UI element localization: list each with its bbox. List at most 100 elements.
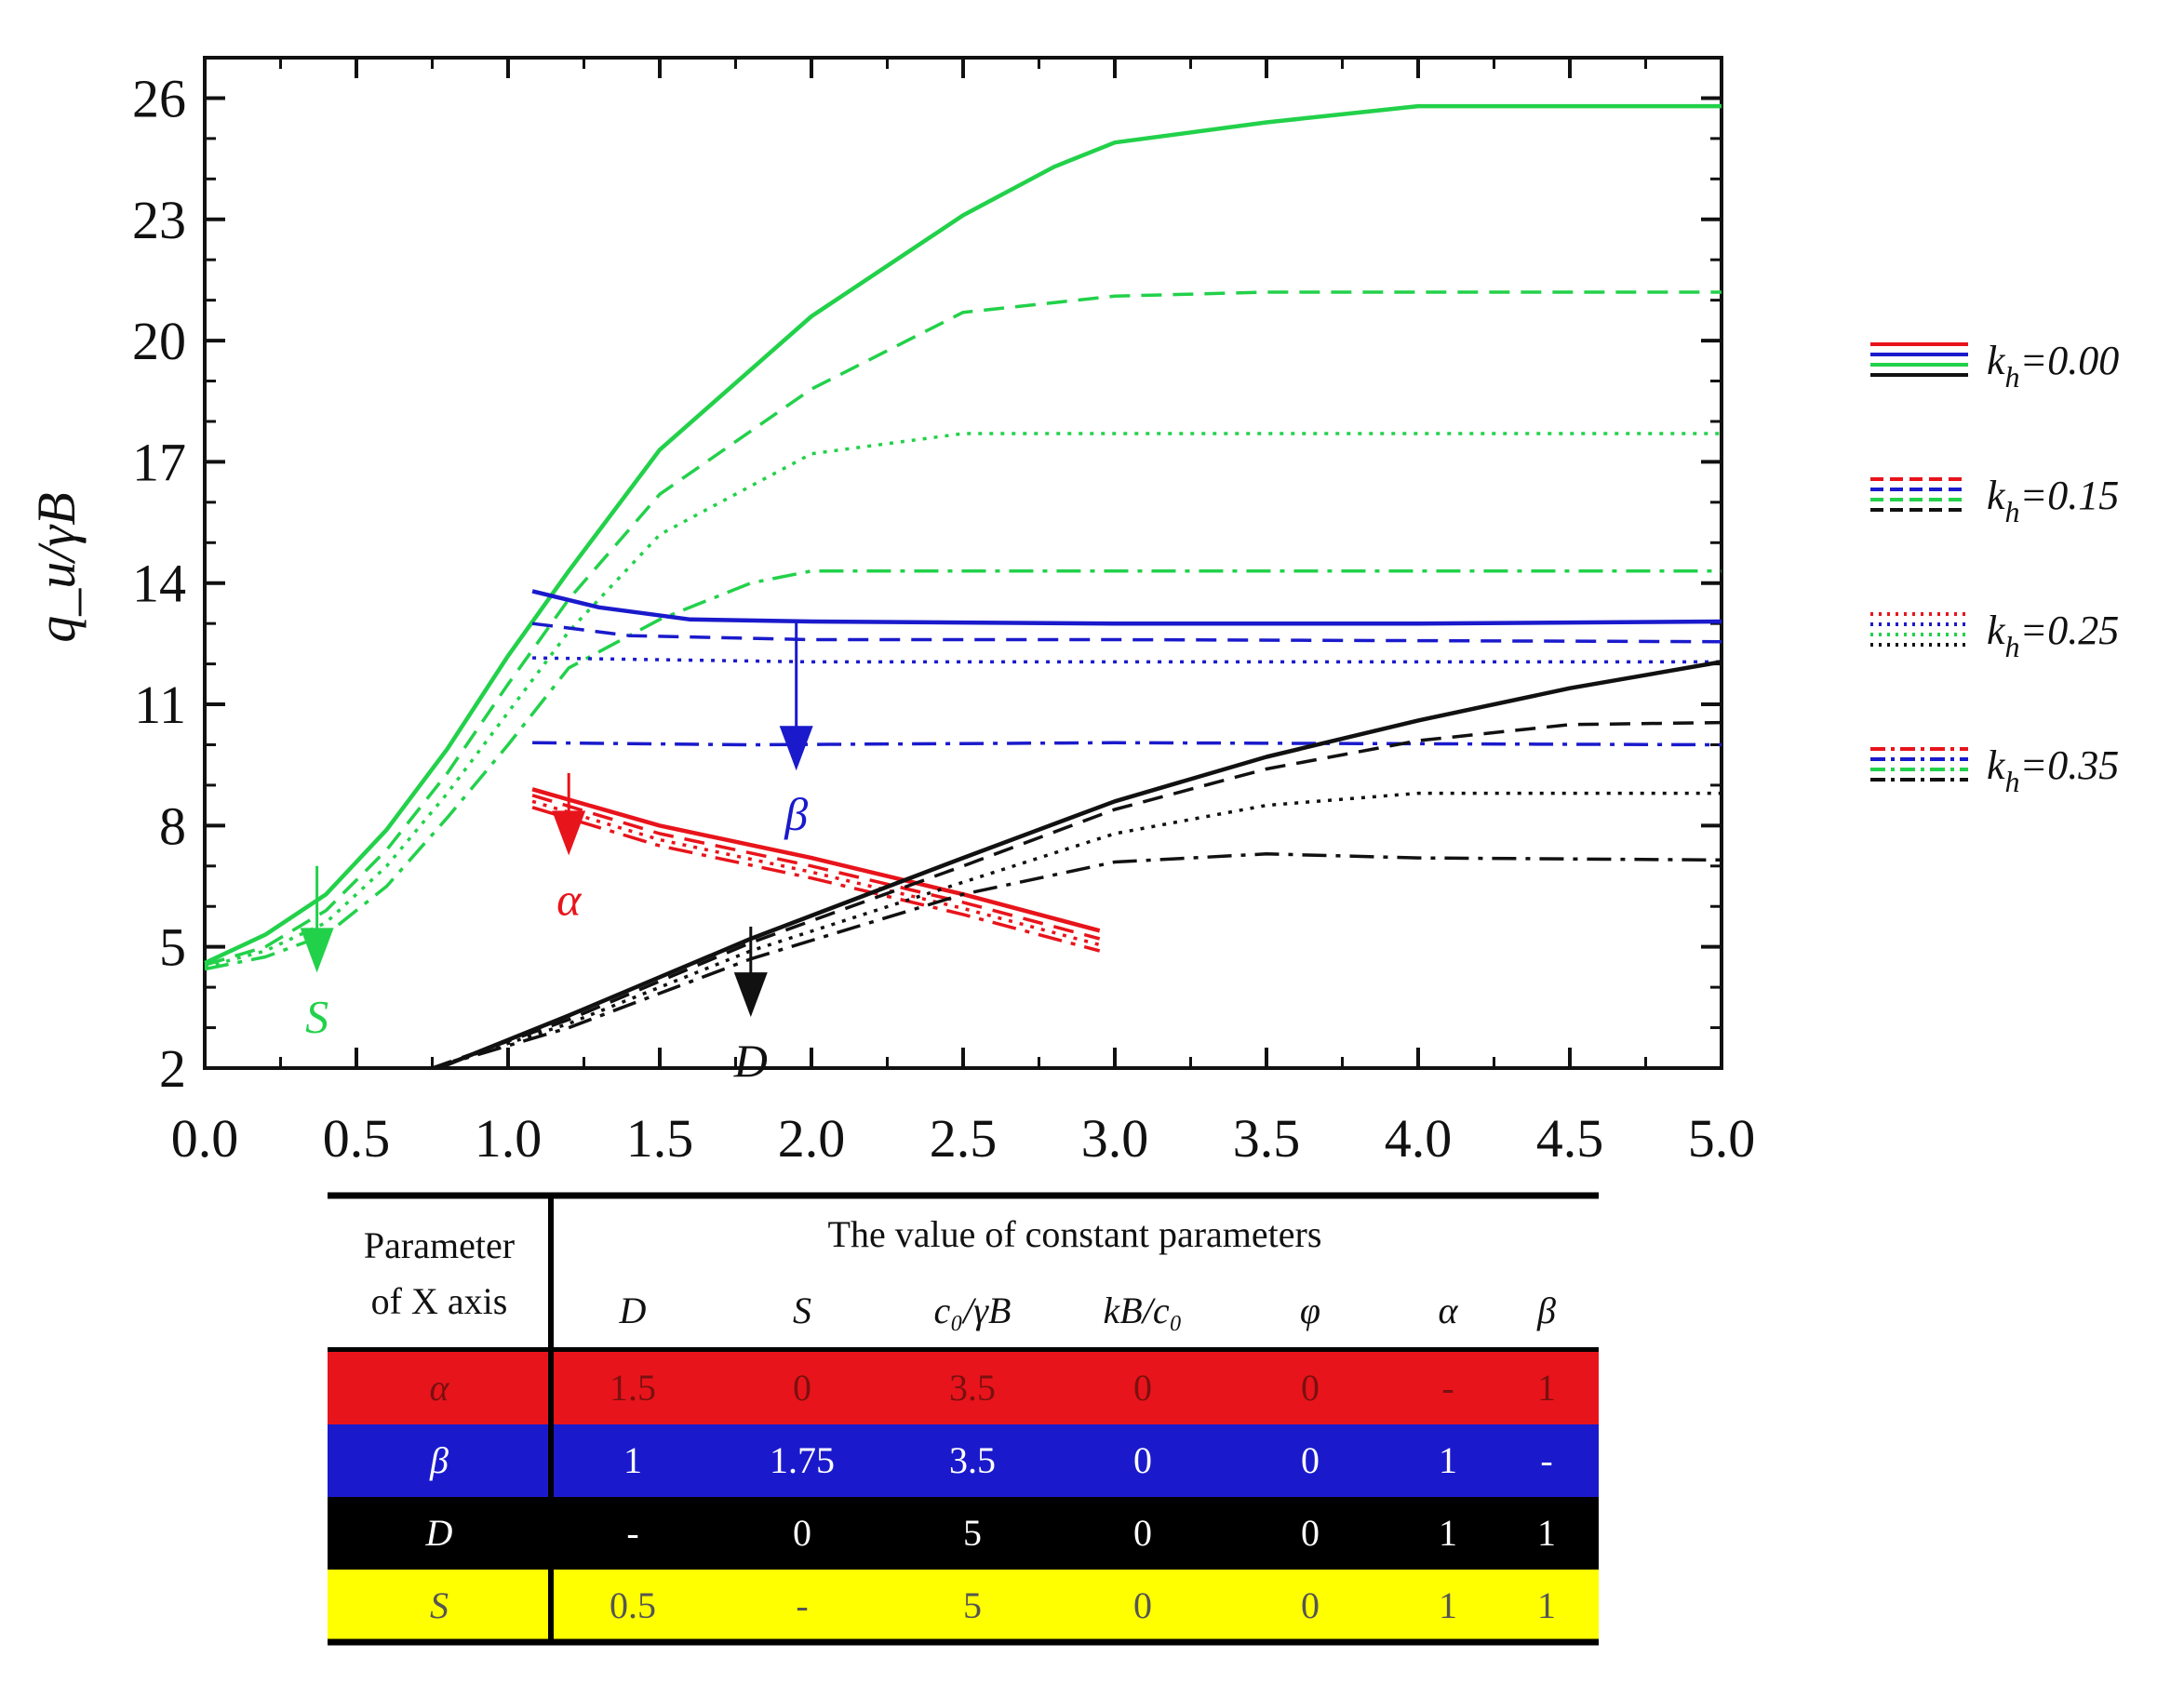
table-cell: 0.5 — [610, 1584, 656, 1626]
table-cell: 1 — [1537, 1512, 1556, 1554]
plot-frame: 0.0 0.5 1.0 1.5 2.0 2.5 3.0 3.5 4.0 4.5 5.0 2 5 8 11 14… — [132, 56, 1756, 1169]
series-layer — [204, 103, 1722, 1071]
x-tick-label: 2.5 — [930, 1108, 998, 1169]
table-cell: 0 — [793, 1367, 811, 1409]
table-cell: 1 — [1439, 1512, 1457, 1554]
legend-entry: kh=0.35 — [1987, 742, 2119, 798]
table-cell: 0 — [793, 1512, 811, 1554]
y-tick-label: 14 — [132, 554, 186, 614]
series-line-red-dotted — [531, 799, 1101, 947]
axis-labels: q_u/γB — [26, 492, 87, 642]
table-row-bg — [328, 1570, 1599, 1642]
series-line-red-dashdot — [531, 806, 1101, 953]
table-cell: 5 — [963, 1512, 982, 1554]
series-line-black-solid — [437, 660, 1722, 1071]
y-tick-label: 2 — [159, 1038, 186, 1099]
column-header: β — [1536, 1290, 1556, 1331]
y-tick-label: 23 — [132, 190, 186, 250]
series-line-green-dotted — [204, 432, 1722, 969]
table-cell: 1 — [623, 1439, 642, 1481]
table-cell: 1 — [1439, 1439, 1457, 1481]
x-tick-label: 1.5 — [626, 1108, 694, 1169]
table-cell: 0 — [1133, 1367, 1152, 1409]
y-tick-label: 17 — [132, 432, 186, 492]
param-header-line1: Parameter — [364, 1224, 515, 1266]
y-tick-label: 20 — [132, 311, 186, 371]
y-axis-title: q_u/γB — [26, 492, 87, 642]
row-param: α — [430, 1367, 450, 1409]
series-line-blue-dotted — [532, 656, 1722, 664]
table-cell: - — [626, 1512, 638, 1554]
x-tick-label: 3.5 — [1233, 1108, 1301, 1169]
series-line-green-solid — [204, 103, 1722, 966]
table-row-bg — [328, 1497, 1599, 1570]
series-line-green-dashed — [204, 290, 1722, 967]
arrow-label-α: α — [556, 873, 583, 925]
x-tick-label: 5.0 — [1688, 1108, 1756, 1169]
x-tick-label: 1.0 — [475, 1108, 543, 1169]
y-tick-label: 5 — [159, 917, 186, 978]
table-cell: 0 — [1301, 1367, 1320, 1409]
arrow-head-S — [300, 928, 334, 973]
series-line-blue-dashdot — [532, 741, 1722, 747]
column-header: φ — [1300, 1290, 1320, 1331]
arrow-head-β — [779, 726, 813, 771]
table-cell: 3.5 — [949, 1439, 996, 1481]
table-cell: 1 — [1537, 1584, 1556, 1626]
row-param: D — [425, 1512, 453, 1554]
table-cell: 0 — [1133, 1512, 1152, 1554]
series-line-red-dashed — [531, 794, 1101, 941]
x-tick-label: 2.0 — [778, 1108, 846, 1169]
group-header: The value of constant parameters — [828, 1213, 1322, 1255]
table-cell: - — [1540, 1439, 1552, 1481]
x-tick-label: 3.0 — [1081, 1108, 1149, 1169]
column-header: S — [793, 1290, 811, 1331]
arrow-head-α — [552, 810, 586, 856]
legend-entry: kh=0.15 — [1987, 473, 2119, 528]
x-tick-label: 0.0 — [171, 1108, 239, 1169]
table-cell: 5 — [963, 1584, 982, 1626]
x-tick-label: 0.5 — [323, 1108, 391, 1169]
y-tick-label: 11 — [134, 675, 186, 735]
table-cell: 1 — [1439, 1584, 1457, 1626]
annotation-layer: Sβ α D — [300, 621, 813, 1087]
arrow-label-D: D — [733, 1035, 768, 1087]
table-cell: - — [1441, 1367, 1454, 1409]
table-cell: 1.5 — [610, 1367, 656, 1409]
series-line-red-solid — [531, 787, 1101, 933]
plot-border — [203, 56, 1723, 1070]
table-cell: 0 — [1301, 1512, 1320, 1554]
param-header-line2: of X axis — [371, 1280, 508, 1322]
table-row-bg — [328, 1424, 1599, 1497]
table-cell: 1 — [1537, 1367, 1556, 1409]
series-line-blue-dashed — [531, 621, 1722, 644]
series-line-blue-solid — [531, 589, 1722, 626]
x-tick-label: 4.5 — [1536, 1108, 1604, 1169]
y-tick-label: 26 — [132, 68, 186, 128]
table-cell: - — [796, 1584, 808, 1626]
column-header: c₀/γB — [934, 1290, 1012, 1331]
series-line-black-dashdot — [432, 852, 1722, 1070]
series-line-black-dashed — [431, 720, 1722, 1070]
arrow-label-β: β — [784, 788, 808, 840]
column-header: α — [1439, 1290, 1459, 1331]
x-tick-label: 4.0 — [1385, 1108, 1453, 1169]
legend-entry: kh=0.25 — [1987, 608, 2119, 663]
column-header: D — [619, 1290, 647, 1331]
row-param: β — [429, 1439, 449, 1481]
table-cell: 0 — [1133, 1439, 1152, 1481]
table-cell: 3.5 — [949, 1367, 996, 1409]
arrow-head-D — [733, 972, 768, 1018]
table-cell: 0 — [1133, 1584, 1152, 1626]
table-cell: 0 — [1301, 1584, 1320, 1626]
table-cell: 1.75 — [770, 1439, 835, 1481]
row-param: S — [430, 1584, 449, 1626]
parameter-table: Parameter of X axis The value of constant … — [328, 1192, 1599, 1646]
table-cell: 0 — [1301, 1439, 1320, 1481]
legend: kh=0.00 kh=0.15 kh=0.25 kh=0.35 — [1870, 338, 2119, 798]
table-row-bg — [328, 1352, 1599, 1424]
y-tick-label: 8 — [159, 795, 186, 856]
arrow-label-S: S — [305, 990, 328, 1042]
column-header: kB/c₀ — [1104, 1290, 1183, 1331]
